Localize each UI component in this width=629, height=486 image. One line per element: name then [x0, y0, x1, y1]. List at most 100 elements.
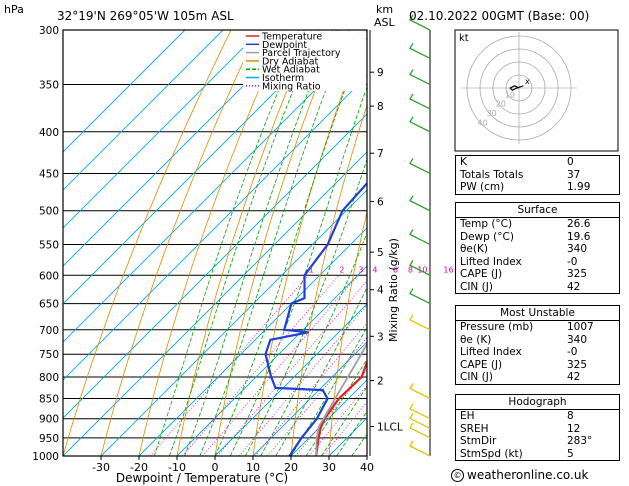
surface-row: Lifted Index -0 [456, 256, 619, 269]
surface-row: CIN (J) 42 [456, 281, 619, 294]
most-unstable-label: CIN (J) [460, 371, 493, 383]
hodograph-stat-label: StmSpd (kt) [460, 447, 523, 460]
mixing-ratio-label: 6 [393, 265, 398, 274]
index-value: 0 [567, 156, 574, 168]
most-unstable-label: CAPE (J) [460, 358, 503, 371]
mixing-ratio-label: 16 [443, 265, 453, 274]
wind-barb [409, 288, 431, 305]
pressure-tick-label: 350 [39, 80, 59, 92]
indices-table: K 0 Totals Totals 37 PW (cm) 1.99 [455, 155, 620, 195]
dry-adiabat [100, 30, 259, 456]
copyright-icon: © [451, 469, 464, 482]
hodograph-trace [509, 85, 524, 91]
most-unstable-label: Pressure (mb) [460, 321, 534, 333]
pressure-tick-label: 750 [39, 349, 59, 361]
pressure-tick-label: 550 [39, 239, 59, 251]
most-unstable-title: Most Unstable [456, 306, 619, 321]
chart-lines [264, 181, 367, 456]
km-tick-label: 7 [377, 148, 384, 160]
wet-adiabat [290, 326, 367, 456]
chart-grid [63, 30, 367, 456]
dry-adiabat [328, 210, 367, 456]
surface-label: Temp (°C) [460, 218, 513, 230]
mixing-ratio-axis-label: Mixing Ratio (g/kg) [387, 238, 400, 342]
hodograph-unit-label: kt [459, 33, 469, 44]
dewpoint-line [264, 181, 367, 456]
hodograph-stat-row: SREH 12 [456, 423, 619, 436]
pressure-tick-label: 400 [39, 127, 59, 139]
wet-adiabat [305, 358, 367, 456]
chart-axes: 1234681016202530035040045050055060065070… [32, 25, 479, 474]
most-unstable-value: 42 [567, 371, 581, 383]
wet-adiabat [229, 85, 367, 456]
dry-adiabat [252, 30, 367, 456]
legend-entry: Parcel Trajectory [262, 48, 341, 59]
mixing-ratio-line [149, 275, 309, 456]
wind-barb [409, 158, 431, 175]
pressure-tick-label: 650 [39, 299, 59, 311]
mixing-ratio-label: 1 [309, 265, 314, 274]
hodograph-stat-row: EH 8 [456, 410, 619, 423]
pressure-tick-label: 850 [39, 393, 59, 405]
km-tick-label: 4 [377, 285, 384, 297]
surface-value: 42 [567, 280, 581, 293]
surface-value: 325 [567, 268, 588, 280]
wind-barb [409, 229, 431, 246]
most-unstable-row: θe (K) 340 [456, 334, 619, 347]
most-unstable-value: 325 [567, 358, 588, 371]
surface-label: Dewp (°C) [460, 230, 514, 243]
wind-barb [409, 14, 431, 31]
surface-value: 19.6 [567, 230, 591, 243]
surface-row: Dewp (°C) 19.6 [456, 231, 619, 244]
surface-value: 26.6 [567, 218, 591, 230]
mixing-ratio-label: 3 [358, 265, 363, 274]
hodograph-ring-label: 20 [496, 100, 506, 109]
most-unstable-table: Most Unstable Pressure (mb) 1007 θe (K) 340… [455, 305, 620, 385]
wet-adiabat [260, 231, 367, 456]
wind-barb [409, 93, 431, 110]
isotherm-line [63, 151, 367, 456]
x-tick-label: 10 [246, 461, 260, 474]
surface-label: θe(K) [460, 243, 488, 255]
km-tick-label: 3 [377, 331, 384, 343]
isotherm-line [63, 30, 224, 191]
x-tick-label: -30 [92, 461, 110, 474]
plot-frame [62, 29, 368, 457]
x-tick-label: -20 [130, 461, 148, 474]
wind-barb [409, 383, 431, 400]
wet-adiabat [153, 30, 305, 456]
x-tick-label: 20 [284, 461, 298, 474]
hodograph-stat-value: 12 [567, 422, 581, 435]
index-label: K [460, 156, 467, 168]
mixing-ratio-label: 4 [372, 265, 377, 274]
isotherm-line [100, 189, 367, 456]
surface-title: Surface [456, 203, 619, 218]
hodograph-stat-row: StmDir 283° [456, 435, 619, 448]
km-tick-label: 8 [377, 101, 384, 113]
isotherm-line [290, 379, 367, 456]
wet-adiabat [199, 30, 350, 456]
index-row: PW (cm) 1.99 [456, 181, 619, 194]
wind-barbs [409, 14, 431, 457]
pressure-tick-label: 500 [39, 206, 59, 218]
hpa-label: hPa [4, 3, 24, 16]
wet-adiabat [214, 30, 367, 456]
isotherm-line [63, 30, 338, 305]
index-row: Totals Totals 37 [456, 169, 619, 182]
hodograph-stat-value: 283° [567, 435, 593, 447]
isotherm-line [252, 341, 367, 456]
legend-entry: Temperature [261, 32, 322, 43]
dry-adiabat [214, 30, 340, 456]
x-tick-label: 30 [322, 461, 336, 474]
wet-adiabat [275, 286, 367, 456]
x-tick-label: -10 [168, 461, 186, 474]
x-axis-label: Dewpoint / Temperature (°C) [116, 471, 288, 485]
wind-barb [409, 69, 431, 86]
wind-barb [409, 42, 431, 59]
km-tick-label: 2 [377, 376, 384, 388]
most-unstable-value: 1007 [567, 321, 594, 333]
